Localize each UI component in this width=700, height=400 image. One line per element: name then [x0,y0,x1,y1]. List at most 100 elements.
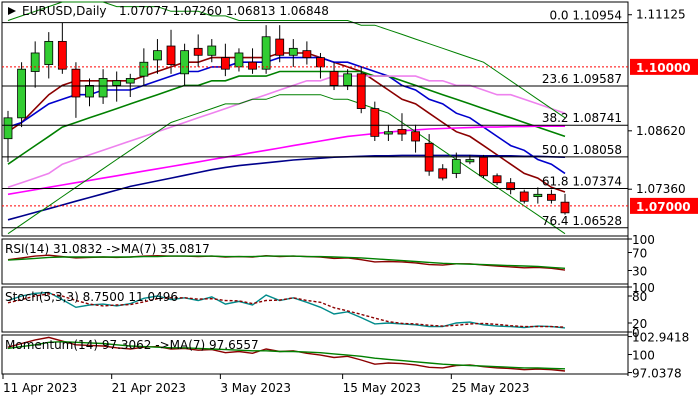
candle-body-19 [261,36,271,70]
candle-15 [207,39,217,63]
candle-7 [98,69,108,104]
candle-27 [370,101,380,142]
candle-body-28 [383,131,393,135]
candle-body-33 [451,159,461,174]
candle-16 [220,43,230,77]
indicator-label-0: RSI(14) 31.0832 ->MA(7) 35.0817 [5,242,210,256]
candle-40 [547,189,556,204]
candle-21 [288,39,298,67]
candle-body-21 [288,47,298,56]
pane-frame-1 [1,238,629,285]
fib-label-3: 50.0 1.08058 [542,143,622,157]
candle-body-37 [506,182,516,191]
overlay-line-7 [7,94,566,235]
chart-header-ohlc: 1.07077 1.07260 1.06813 1.06848 [119,4,329,18]
candle-3 [44,32,54,79]
candle-29 [397,113,407,142]
candle-body-40 [547,193,556,201]
candle-35 [479,154,488,179]
candle-32 [438,164,448,181]
x-tick-label-1: 21 Apr 2023 [112,381,186,395]
candle-body-12 [166,45,176,65]
candle-2 [30,41,40,88]
candle-body-23 [316,57,325,68]
indicator-tick-label-0-0: 100 [632,233,655,247]
price-tick-label-0: 1.11125 [636,8,686,22]
candle-body-32 [438,168,448,179]
candle-body-13 [180,50,190,75]
candle-26 [356,66,366,114]
indicator-line-2-1 [7,340,566,370]
indicator-pane-momentum: 102.9418 100 97.0378 Momentum(14) 97.3062 -… [5,331,689,381]
level-label-0: 1.10000 [636,61,691,75]
indicator-label-1: Stoch(5,3,3) 8.7500 11.0496 [5,290,178,304]
candle-25 [343,69,353,91]
candle-body-39 [533,193,543,198]
level-tag-1 [630,197,698,214]
candle-body-35 [479,156,488,177]
candle-body-17 [234,52,244,68]
candlestick-series [3,22,570,215]
indicator-label-2: Momentum(14) 97.3062 ->MA(7) 97.6557 [5,338,259,352]
indicator-tick-label-2-0: 102.9418 [632,331,689,345]
candle-5 [71,62,81,118]
candle-body-6 [85,85,94,98]
candle-body-2 [30,52,40,72]
overlay-line-2 [7,70,566,165]
indicator-tick-label-1-3: 0 [632,326,640,340]
candle-body-29 [397,129,407,135]
candle-body-27 [370,108,380,137]
fib-label-1: 23.6 1.09587 [542,72,622,86]
candle-body-20 [275,38,285,56]
candle-body-18 [248,61,257,70]
candle-1 [17,62,26,128]
candle-body-11 [153,50,162,61]
candle-body-4 [57,40,67,70]
candle-28 [383,124,393,142]
candle-body-9 [125,78,135,84]
candle-body-5 [71,68,81,98]
pane-frame-0 [1,1,629,237]
indicator-tick-label-1-0: 100 [632,281,655,295]
chart-header-symbol: EURUSD,Daily [22,4,107,18]
candle-body-15 [207,45,217,56]
fib-label-4: 61.8 1.07374 [542,175,622,189]
candle-body-38 [519,191,529,202]
x-tick-label-4: 25 May 2023 [451,381,529,395]
candle-36 [492,173,502,186]
candle-38 [519,189,529,204]
fib-label-2: 38.2 1.08741 [542,111,622,125]
candle-body-1 [17,68,26,119]
candle-body-24 [329,71,339,86]
indicator-tick-label-0-1: 70 [632,247,647,261]
candle-8 [112,71,122,102]
level-tag-0 [630,58,698,75]
candle-19 [261,25,271,74]
candle-body-7 [98,78,108,98]
candle-37 [506,178,516,195]
candle-body-16 [220,57,230,70]
x-tick-label-3: 15 May 2023 [343,381,421,395]
candle-30 [411,124,420,153]
fib-label-0: 0.0 1.10954 [549,9,622,23]
price-tick-label-2: 1.07360 [636,182,686,196]
candle-14 [193,34,203,67]
indicator-tick-label-1-1: 80 [632,290,647,304]
candle-body-10 [139,61,149,77]
overlay-line-4 [7,125,565,196]
indicator-tick-label-0-2: 30 [632,265,647,279]
x-tick-label-0: 11 Apr 2023 [3,381,77,395]
price-tick-label-1: 1.08620 [636,124,686,138]
candle-body-8 [112,80,122,86]
candle-22 [302,41,312,65]
indicator-line-1-1 [7,293,566,328]
overlay-line-6 [7,1,566,119]
candle-body-25 [343,73,353,86]
candle-body-22 [302,50,312,59]
candle-20 [275,25,285,63]
indicator-line-0-1 [7,255,566,269]
candle-body-14 [193,47,203,56]
